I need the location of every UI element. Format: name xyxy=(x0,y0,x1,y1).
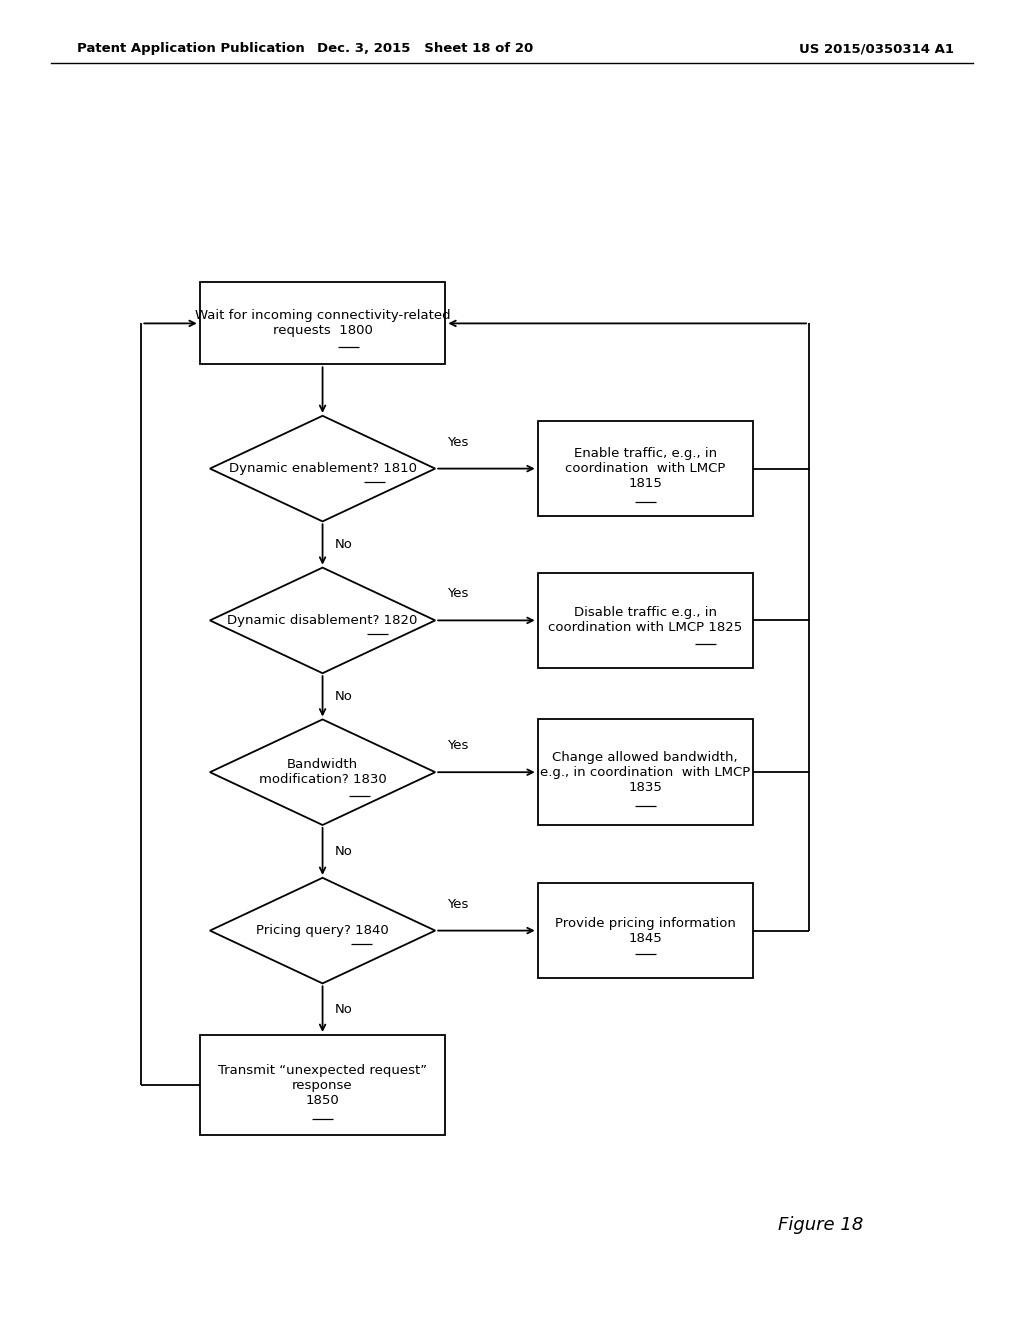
Text: No: No xyxy=(335,1003,352,1015)
Text: US 2015/0350314 A1: US 2015/0350314 A1 xyxy=(799,42,953,55)
Text: Pricing query? 1840: Pricing query? 1840 xyxy=(256,924,389,937)
Polygon shape xyxy=(210,568,435,673)
Text: Yes: Yes xyxy=(447,436,469,449)
FancyBboxPatch shape xyxy=(538,573,753,668)
FancyBboxPatch shape xyxy=(200,282,445,364)
Text: No: No xyxy=(335,845,352,858)
Text: Transmit “unexpected request”
response
1850: Transmit “unexpected request” response 1… xyxy=(218,1064,427,1106)
FancyBboxPatch shape xyxy=(538,421,753,516)
Text: Dynamic enablement? 1810: Dynamic enablement? 1810 xyxy=(228,462,417,475)
FancyBboxPatch shape xyxy=(538,719,753,825)
Text: Figure 18: Figure 18 xyxy=(778,1216,863,1234)
Text: Yes: Yes xyxy=(447,898,469,911)
Text: Wait for incoming connectivity-related
requests  1800: Wait for incoming connectivity-related r… xyxy=(195,309,451,338)
Text: Enable traffic, e.g., in
coordination  with LMCP
1815: Enable traffic, e.g., in coordination wi… xyxy=(565,447,725,490)
Text: No: No xyxy=(335,539,352,550)
Text: Provide pricing information
1845: Provide pricing information 1845 xyxy=(555,916,735,945)
Text: Dec. 3, 2015   Sheet 18 of 20: Dec. 3, 2015 Sheet 18 of 20 xyxy=(316,42,534,55)
Polygon shape xyxy=(210,878,435,983)
Text: Yes: Yes xyxy=(447,739,469,752)
Polygon shape xyxy=(210,416,435,521)
Text: Disable traffic e.g., in
coordination with LMCP 1825: Disable traffic e.g., in coordination wi… xyxy=(548,606,742,635)
FancyBboxPatch shape xyxy=(538,883,753,978)
Text: Yes: Yes xyxy=(447,587,469,601)
Text: No: No xyxy=(335,690,352,702)
Text: Change allowed bandwidth,
e.g., in coordination  with LMCP
1835: Change allowed bandwidth, e.g., in coord… xyxy=(540,751,751,793)
Text: Patent Application Publication: Patent Application Publication xyxy=(77,42,304,55)
Text: Bandwidth
modification? 1830: Bandwidth modification? 1830 xyxy=(259,758,386,787)
Polygon shape xyxy=(210,719,435,825)
FancyBboxPatch shape xyxy=(200,1035,445,1135)
Text: Dynamic disablement? 1820: Dynamic disablement? 1820 xyxy=(227,614,418,627)
